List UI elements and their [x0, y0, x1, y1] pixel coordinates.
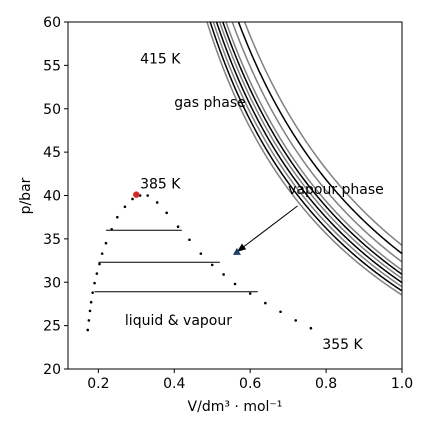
point-markers: [133, 191, 241, 255]
isotherm-380k: [222, 22, 402, 275]
y-tick-label: 50: [43, 102, 61, 118]
vapour-state-marker: [232, 247, 241, 255]
coexistence-point: [146, 194, 150, 197]
coexistence-point: [294, 319, 298, 322]
y-tick-label: 25: [43, 319, 61, 335]
isotherm-355k: [206, 22, 402, 296]
isotherm-370k: [215, 22, 402, 284]
coexistence-point: [248, 292, 252, 295]
isotherm-405k: [237, 22, 402, 255]
isotherm-360k: [209, 22, 402, 292]
y-axis-label: p/bar: [18, 177, 34, 214]
isotherm-375k: [218, 22, 402, 280]
coexistence-point: [165, 211, 168, 215]
coexistence-point: [98, 262, 101, 266]
coexistence-curve: [86, 194, 313, 332]
x-tick-label: 1.0: [391, 376, 413, 392]
vapour-arrow: [236, 205, 298, 253]
vapour-arrow-line: [236, 205, 298, 253]
y-tick-label: 40: [43, 189, 61, 205]
y-tick-label: 35: [43, 232, 61, 248]
x-tick-label: 0.2: [87, 376, 109, 392]
coexistence-point: [131, 197, 134, 201]
coexistence-point: [93, 281, 96, 285]
x-tick-label: 0.8: [315, 376, 337, 392]
y-tick-label: 20: [43, 362, 61, 378]
isotherm-curves: [206, 22, 402, 296]
coexistence-point: [199, 252, 203, 255]
coexistence-point: [88, 309, 92, 313]
x-tick-label: 0.6: [239, 376, 261, 392]
critical-point-marker: [133, 191, 140, 198]
coexistence-point: [87, 319, 91, 322]
temperature-label-low: 355 K: [322, 337, 363, 353]
coexistence-point: [100, 252, 104, 255]
gas-phase-label: gas phase: [174, 95, 245, 111]
coexistence-point: [95, 272, 99, 275]
coexistence-point: [279, 310, 282, 314]
coexistence-point: [233, 282, 237, 286]
temperature-label-critical: 385 K: [140, 177, 181, 193]
y-tick-label: 60: [43, 15, 61, 31]
coexistence-point: [176, 225, 180, 229]
coexistence-point: [264, 301, 267, 305]
coexistence-point: [89, 300, 93, 304]
coexistence-point: [309, 326, 313, 330]
y-tick-label: 55: [43, 58, 61, 74]
tie-lines: [94, 229, 258, 293]
coexistence-point: [155, 201, 159, 204]
coexistence-point: [110, 228, 113, 231]
isotherm-365k: [212, 22, 402, 288]
x-axis: 0.2 0.4 0.6 0.8 1.0: [87, 369, 413, 392]
vapour-arrow-head: [236, 243, 247, 252]
y-tick-label: 45: [43, 145, 61, 161]
x-axis-label: V/dm³ · mol⁻¹: [188, 399, 283, 415]
coexistence-point: [104, 241, 108, 245]
coexistence-point: [86, 328, 90, 332]
temperature-label-high: 415 K: [140, 52, 181, 68]
liquid-vapour-label: liquid & vapour: [125, 313, 232, 329]
coexistence-point: [123, 205, 127, 209]
isotherm-395k: [231, 22, 402, 263]
isotherm-385k: [225, 22, 402, 271]
coexistence-point: [222, 273, 225, 276]
coexistence-point: [210, 263, 214, 267]
y-axis: 20 25 30 35 40 45 50 55 60: [43, 15, 68, 378]
x-tick-label: 0.4: [163, 376, 185, 392]
coexistence-point: [91, 291, 94, 294]
y-tick-label: 30: [43, 275, 61, 291]
coexistence-point: [116, 215, 119, 219]
vapour-phase-label: vapour phase: [288, 182, 384, 198]
coexistence-point: [188, 238, 191, 242]
isotherm-415k: [243, 22, 402, 246]
